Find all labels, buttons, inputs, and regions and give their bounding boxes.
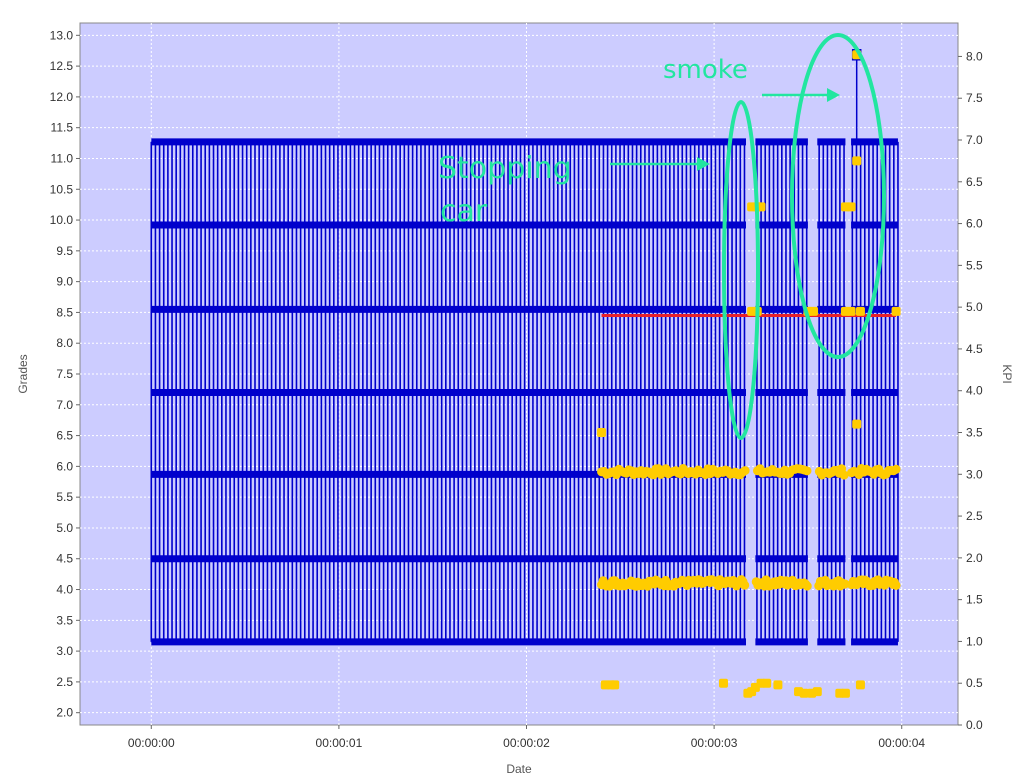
y-axis-right-label: KPI: [1000, 364, 1014, 383]
data-point: [610, 680, 620, 690]
data-point: [762, 678, 772, 688]
x-axis-label: Date: [506, 762, 532, 776]
y-right-tick-label: 7.5: [966, 91, 983, 105]
y-right-tick-label: 0.5: [966, 676, 983, 690]
y-right-tick-label: 2.0: [966, 551, 983, 565]
data-point: [855, 306, 865, 316]
y-left-tick-label: 13.0: [50, 28, 74, 42]
y-left-tick-label: 7.0: [56, 398, 73, 412]
data-point: [840, 688, 850, 698]
data-point: [846, 306, 856, 316]
y-right-tick-label: 1.5: [966, 593, 983, 607]
data-point: [809, 306, 819, 316]
y-right-tick-label: 3.5: [966, 426, 983, 440]
y-left-tick-label: 2.0: [56, 706, 73, 720]
y-right-tick-label: 6.0: [966, 217, 983, 231]
data-point: [855, 680, 865, 690]
data-point: [802, 581, 812, 591]
y-left-tick-label: 5.0: [56, 521, 73, 535]
data-point: [773, 680, 783, 690]
y-left-tick-label: 8.5: [56, 305, 73, 319]
smoke-arrow-head: [827, 88, 840, 102]
y-left-tick-label: 3.5: [56, 613, 73, 627]
axes: 2.0 2.5 3.0 3.5 4.0 4.5 5.0 5.5 6.0 6.5 7.0 7.5 8.0 8…: [50, 28, 983, 750]
y-right-tick-label: 2.5: [966, 509, 983, 523]
y-left-tick-label: 12.5: [50, 59, 74, 73]
data-point: [840, 579, 850, 589]
data-point: [891, 464, 901, 474]
stopping-arrow-head: [697, 157, 710, 171]
y-right-tick-label: 0.0: [966, 718, 983, 732]
data-point: [740, 466, 750, 476]
stopping-ellipse: [722, 100, 760, 440]
y-left-tick-label: 10.5: [50, 182, 74, 196]
orange-series: [597, 50, 901, 698]
y-left-tick-label: 9.0: [56, 275, 73, 289]
stopping-label-line2: car: [440, 194, 488, 229]
data-point: [891, 306, 901, 316]
y-axis-left-label: Grades: [16, 354, 30, 393]
y-left-tick-label: 11.0: [51, 151, 74, 165]
data-point: [812, 687, 822, 697]
y-right-tick-label: 3.0: [966, 467, 983, 481]
data-point: [597, 428, 607, 437]
plot-area: [79, 22, 959, 726]
y-right-tick-label: 7.0: [966, 133, 983, 147]
data-point: [852, 156, 862, 166]
y-left-tick-label: 12.0: [50, 90, 74, 104]
annotations: smoke Stopping car: [438, 33, 886, 440]
y-left-tick-label: 4.5: [56, 552, 73, 566]
data-point: [718, 678, 728, 688]
x-tick-label: 00:00:03: [691, 736, 738, 750]
y-left-tick-label: 3.0: [56, 644, 73, 658]
x-tick-label: 00:00:04: [878, 736, 925, 750]
data-point: [852, 419, 862, 429]
data-point: [839, 470, 849, 480]
x-tick-label: 00:00:01: [316, 736, 363, 750]
data-point: [846, 202, 856, 212]
stopping-label-line1: Stopping: [438, 151, 572, 186]
y-left-tick-label: 9.5: [56, 244, 73, 258]
blue-series: [150, 49, 899, 646]
y-left-tick-label: 11.5: [51, 121, 74, 135]
y-right-tick-label: 8.0: [966, 49, 983, 63]
y-right-tick-label: 1.0: [966, 634, 983, 648]
x-tick-label: 00:00:00: [128, 736, 175, 750]
y-left-tick-label: 4.0: [56, 583, 73, 597]
x-tick-label: 00:00:02: [503, 736, 550, 750]
smoke-ellipse: [790, 33, 886, 359]
y-right-tick-label: 5.5: [966, 258, 983, 272]
data-point: [802, 466, 812, 476]
smoke-label: smoke: [663, 55, 748, 85]
y-left-tick-label: 10.0: [50, 213, 74, 227]
y-left-tick-label: 7.5: [56, 367, 73, 381]
data-point: [891, 580, 901, 590]
y-left-tick-label: 5.5: [56, 490, 73, 504]
y-right-tick-label: 4.0: [966, 384, 983, 398]
y-right-tick-label: 6.5: [966, 175, 983, 189]
y-right-tick-label: 5.0: [966, 300, 983, 314]
data-point: [740, 580, 750, 590]
y-left-tick-label: 2.5: [56, 675, 73, 689]
data-point: [799, 688, 809, 698]
y-left-tick-label: 6.0: [56, 459, 73, 473]
y-right-tick-label: 4.5: [966, 342, 983, 356]
y-left-tick-label: 8.0: [56, 336, 73, 350]
y-left-tick-label: 6.5: [56, 429, 73, 443]
